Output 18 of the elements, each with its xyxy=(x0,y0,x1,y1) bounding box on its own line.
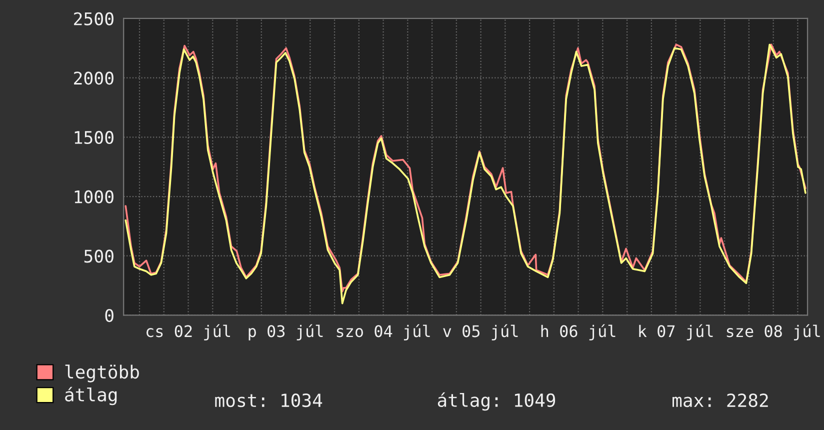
x-tick-label: h 06 júl xyxy=(541,324,616,340)
y-tick-label: 0 xyxy=(105,308,114,322)
text: max: 2282 xyxy=(672,393,768,408)
text: átlag: 1049 xyxy=(438,392,556,411)
y-tick-label: 1500 xyxy=(74,130,114,144)
x-tick-label: v 05 júl xyxy=(443,324,518,340)
text: most: 1034 xyxy=(215,393,322,408)
x-tick-label: p 03 júl xyxy=(248,324,323,340)
y-tick-label: 2000 xyxy=(74,72,114,85)
y-tick-label: 1000 xyxy=(74,190,114,204)
x-tick-label: szo 04 júl xyxy=(336,324,430,340)
legend-label: átlag xyxy=(65,386,117,406)
x-tick-label: sze 08 júl xyxy=(726,324,820,340)
x-tick-label: k 07 júl xyxy=(639,324,713,340)
x-tick-label: cs 02 júl xyxy=(146,324,230,340)
y-tick-label: 2500 xyxy=(74,12,114,26)
legend-label: legtöbb xyxy=(65,364,139,382)
y-tick-label: 500 xyxy=(84,250,114,263)
